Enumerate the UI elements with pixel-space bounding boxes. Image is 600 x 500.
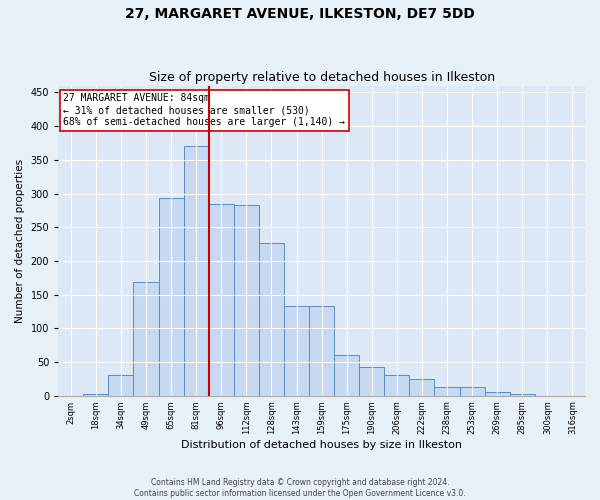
Bar <box>385 376 409 396</box>
Bar <box>409 379 434 396</box>
Bar <box>284 306 309 396</box>
Bar <box>83 394 109 396</box>
Bar <box>485 392 510 396</box>
Bar <box>460 387 485 396</box>
X-axis label: Distribution of detached houses by size in Ilkeston: Distribution of detached houses by size … <box>181 440 462 450</box>
Bar <box>510 394 535 396</box>
Bar <box>109 376 133 396</box>
Bar <box>133 282 158 396</box>
Text: 27, MARGARET AVENUE, ILKESTON, DE7 5DD: 27, MARGARET AVENUE, ILKESTON, DE7 5DD <box>125 8 475 22</box>
Text: 27 MARGARET AVENUE: 84sqm
← 31% of detached houses are smaller (530)
68% of semi: 27 MARGARET AVENUE: 84sqm ← 31% of detac… <box>64 94 346 126</box>
Bar <box>309 306 334 396</box>
Bar <box>234 205 259 396</box>
Bar <box>434 387 460 396</box>
Bar <box>184 146 209 396</box>
Bar <box>334 356 359 396</box>
Bar <box>209 204 234 396</box>
Text: Contains HM Land Registry data © Crown copyright and database right 2024.
Contai: Contains HM Land Registry data © Crown c… <box>134 478 466 498</box>
Bar <box>359 368 385 396</box>
Bar <box>158 198 184 396</box>
Title: Size of property relative to detached houses in Ilkeston: Size of property relative to detached ho… <box>149 72 494 85</box>
Bar <box>259 244 284 396</box>
Y-axis label: Number of detached properties: Number of detached properties <box>15 158 25 323</box>
